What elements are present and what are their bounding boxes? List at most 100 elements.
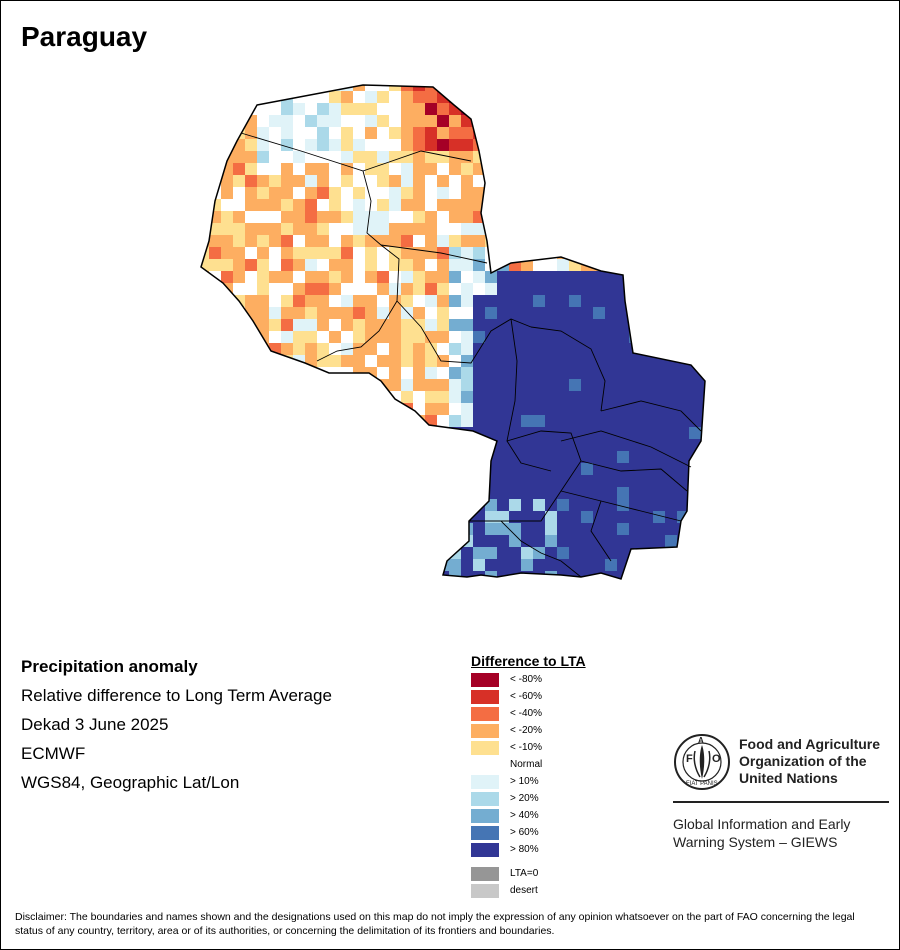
grid-cell xyxy=(353,415,365,427)
grid-cell xyxy=(293,391,305,403)
grid-cell xyxy=(641,595,653,607)
grid-cell xyxy=(425,499,437,511)
grid-cell xyxy=(341,583,353,595)
grid-cell xyxy=(413,115,425,127)
grid-cell xyxy=(653,439,665,451)
grid-cell xyxy=(341,475,353,487)
grid-cell xyxy=(449,499,461,511)
grid-cell xyxy=(353,295,365,307)
grid-cell xyxy=(389,307,401,319)
grid-cell xyxy=(233,235,245,247)
grid-cell xyxy=(377,163,389,175)
grid-cell xyxy=(209,91,221,103)
grid-cell xyxy=(521,391,533,403)
grid-cell xyxy=(641,283,653,295)
grid-cell xyxy=(257,307,269,319)
grid-cell xyxy=(209,583,221,595)
grid-cell xyxy=(221,451,233,463)
grid-cell xyxy=(545,85,557,91)
grid-cell xyxy=(413,163,425,175)
grid-cell xyxy=(281,511,293,523)
grid-cell xyxy=(389,199,401,211)
grid-cell xyxy=(317,103,329,115)
grid-cell xyxy=(689,511,701,523)
grid-cell xyxy=(245,499,257,511)
grid-cell xyxy=(201,463,209,475)
grid-cell xyxy=(245,355,257,367)
grid-cell xyxy=(201,307,209,319)
grid-cell xyxy=(617,439,629,451)
grid-cell xyxy=(221,127,233,139)
grid-cell xyxy=(701,379,705,391)
grid-cell xyxy=(581,499,593,511)
grid-cell xyxy=(257,583,269,595)
grid-cell xyxy=(201,187,209,199)
grid-cell xyxy=(245,223,257,235)
grid-cell xyxy=(257,223,269,235)
grid-cell xyxy=(569,463,581,475)
grid-cell xyxy=(509,379,521,391)
grid-cell xyxy=(341,235,353,247)
grid-cell xyxy=(257,175,269,187)
grid-cell xyxy=(317,583,329,595)
grid-cell xyxy=(461,187,473,199)
grid-cell xyxy=(473,499,485,511)
grid-cell xyxy=(473,535,485,547)
grid-cell xyxy=(497,367,509,379)
grid-cell xyxy=(653,259,665,271)
grid-cell xyxy=(521,103,533,115)
grid-cell xyxy=(365,559,377,571)
grid-cell xyxy=(305,343,317,355)
grid-cell xyxy=(521,343,533,355)
grid-cell xyxy=(425,139,437,151)
map-projection: WGS84, Geographic Lat/Lon xyxy=(21,773,240,792)
grid-cell xyxy=(677,355,689,367)
grid-cell xyxy=(449,571,461,579)
grid-cell xyxy=(617,151,629,163)
grid-cell xyxy=(413,559,425,571)
grid-cell xyxy=(629,103,641,115)
grid-cell xyxy=(437,439,449,451)
grid-cell xyxy=(581,415,593,427)
grid-cell xyxy=(605,367,617,379)
grid-cell xyxy=(365,427,377,439)
grid-cell xyxy=(233,391,245,403)
grid-cell xyxy=(401,367,413,379)
grid-cell xyxy=(677,499,689,511)
grid-cell xyxy=(473,247,485,259)
grid-cell xyxy=(377,439,389,451)
grid-cell xyxy=(209,163,221,175)
grid-cell xyxy=(485,571,497,579)
grid-cell xyxy=(317,271,329,283)
grid-cell xyxy=(317,379,329,391)
grid-cell xyxy=(329,283,341,295)
grid-cell xyxy=(641,187,653,199)
grid-cell xyxy=(389,175,401,187)
grid-cell xyxy=(521,523,533,535)
grid-cell xyxy=(689,523,701,535)
grid-cell xyxy=(581,475,593,487)
grid-cell xyxy=(701,583,713,595)
grid-cell xyxy=(257,235,269,247)
grid-cell xyxy=(617,535,629,547)
grid-cell xyxy=(209,415,221,427)
grid-cell xyxy=(233,151,245,163)
grid-cell xyxy=(437,391,449,403)
grid-cell xyxy=(209,331,221,343)
grid-cell xyxy=(401,235,413,247)
grid-cell xyxy=(677,475,689,487)
grid-cell xyxy=(701,571,705,579)
grid-cell xyxy=(365,547,377,559)
grid-cell xyxy=(365,91,377,103)
grid-cell xyxy=(461,85,473,91)
grid-cell xyxy=(281,583,293,595)
grid-cell xyxy=(677,391,689,403)
grid-cell xyxy=(377,499,389,511)
grid-cell xyxy=(533,535,545,547)
grid-cell xyxy=(413,259,425,271)
grid-cell xyxy=(641,391,653,403)
grid-cell xyxy=(257,151,269,163)
grid-cell xyxy=(365,127,377,139)
grid-cell xyxy=(665,91,677,103)
grid-cell xyxy=(281,559,293,571)
